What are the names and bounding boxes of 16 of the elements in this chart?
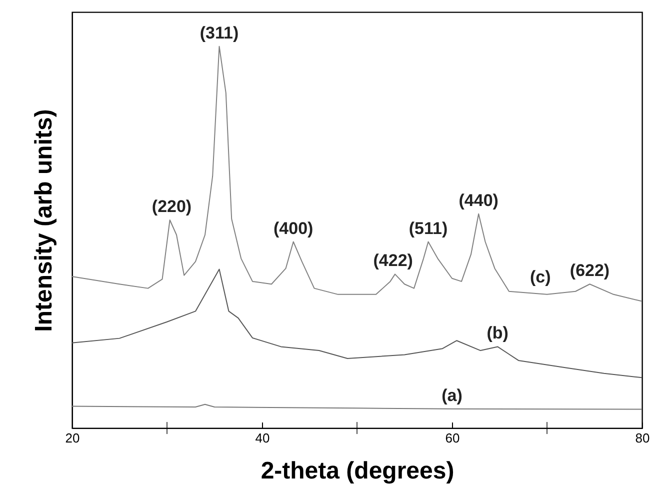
x-axis-title: 2-theta (degrees): [260, 458, 454, 484]
x-tick-label: 60: [445, 430, 460, 446]
x-tick-label: 20: [65, 430, 80, 446]
y-axis-title: Intensity (arb units): [30, 109, 58, 332]
annotation: (220): [152, 197, 192, 216]
annotation: (c): [530, 268, 551, 287]
annotation: (b): [486, 324, 508, 343]
annotation: (a): [442, 386, 462, 405]
x-tick-label: 40: [255, 430, 270, 446]
annotation: (622): [570, 261, 610, 280]
annotation: (311): [200, 23, 239, 42]
annotation: (422): [373, 251, 413, 270]
annotation: (440): [458, 190, 498, 210]
x-tick-label: 80: [635, 430, 650, 446]
annotation: (511): [408, 218, 448, 238]
annotation: (400): [274, 218, 314, 238]
